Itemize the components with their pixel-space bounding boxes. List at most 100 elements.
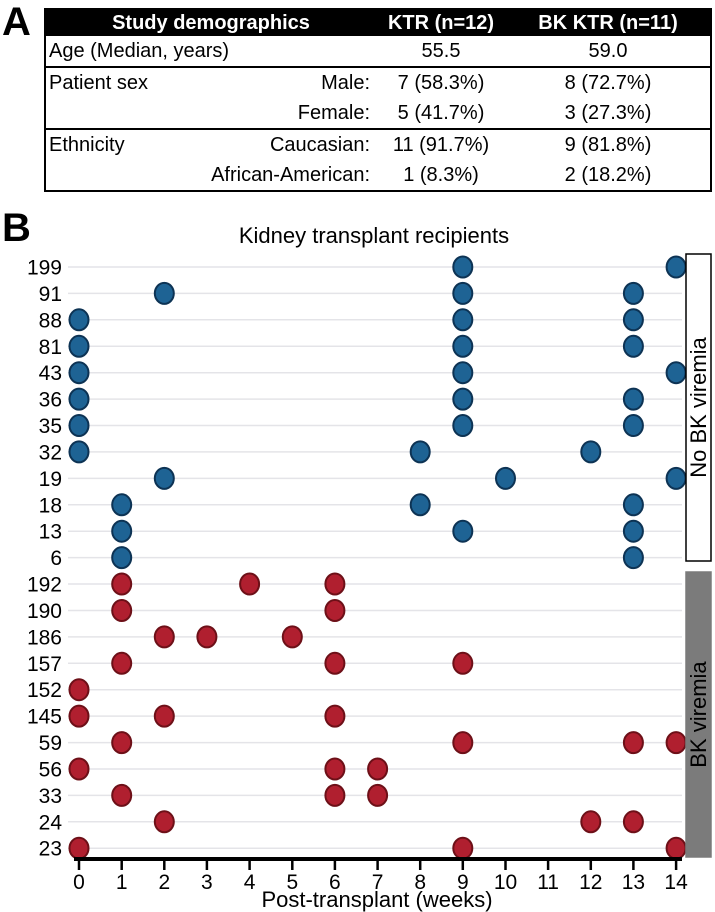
- col-header-ktr: KTR (n=12): [387, 11, 495, 34]
- x-axis-tick-label: 3: [201, 871, 213, 894]
- y-axis-label: 192: [27, 574, 62, 597]
- y-axis-label: 32: [39, 441, 62, 464]
- data-point: [324, 704, 346, 728]
- row-label: Patient sex: [49, 71, 148, 94]
- data-point: [665, 466, 687, 490]
- data-point: [622, 414, 644, 437]
- data-point: [622, 810, 644, 834]
- table-row: Ethnicity Caucasian: 11 (91.7%) 9 (81.8%): [46, 128, 710, 160]
- y-axis-label: 152: [27, 679, 62, 702]
- data-point: [495, 466, 516, 490]
- y-axis-label: 186: [27, 626, 62, 649]
- data-point: [452, 836, 474, 860]
- chart-title: Kidney transplant recipients: [239, 223, 509, 248]
- data-point: [68, 414, 90, 437]
- data-point: [68, 308, 90, 332]
- data-point: [153, 625, 175, 649]
- x-axis-tick-label: 7: [372, 871, 384, 894]
- row-sublabel: Male:: [321, 71, 370, 94]
- row-label: Age (Median, years): [49, 39, 230, 62]
- x-axis-tick-label: 0: [73, 871, 85, 894]
- row-sublabel: Female:: [297, 101, 370, 124]
- y-axis-label: 19: [39, 468, 62, 491]
- x-axis-tick-label: 12: [579, 871, 602, 894]
- data-point: [68, 334, 90, 358]
- ktr-value: 11 (91.7%): [392, 133, 490, 156]
- data-point: [111, 519, 133, 543]
- data-point: [111, 731, 133, 755]
- data-point: [580, 440, 602, 464]
- y-axis-label: 56: [39, 759, 62, 782]
- data-point: [68, 387, 90, 411]
- data-point: [409, 440, 431, 464]
- data-point: [622, 387, 644, 411]
- bk-ktr-value: 8 (72.7%): [564, 71, 652, 94]
- table-row: Patient sex Male: 7 (58.3%) 8 (72.7%): [46, 66, 710, 98]
- x-axis-tick-label: 5: [286, 871, 298, 894]
- data-point: [111, 546, 133, 570]
- data-point: [622, 308, 644, 332]
- bk-ktr-value: 59.0: [588, 39, 628, 62]
- panel-a-label: A: [2, 0, 31, 44]
- data-point: [665, 255, 687, 279]
- data-point: [68, 440, 90, 464]
- y-axis-label: 23: [39, 838, 62, 861]
- table-row: African-American: 1 (8.3%) 2 (18.2%): [46, 160, 710, 190]
- data-point: [324, 757, 346, 781]
- data-point: [153, 466, 175, 490]
- x-axis-tick-label: 8: [414, 871, 426, 894]
- ktr-value: 7 (58.3%): [397, 71, 485, 94]
- data-point: [324, 783, 346, 807]
- x-axis-tick-label: 14: [664, 871, 688, 894]
- panel-b-label: B: [2, 206, 31, 250]
- x-axis-tick-label: 1: [116, 871, 128, 894]
- x-axis-title: Post-transplant (weeks): [261, 887, 492, 912]
- col-header-bk-ktr: BK KTR (n=11): [538, 11, 678, 34]
- data-point: [452, 387, 474, 411]
- data-point: [111, 599, 133, 622]
- x-axis-tick-label: 13: [622, 871, 645, 894]
- data-point: [68, 678, 90, 702]
- data-point: [452, 255, 474, 279]
- x-axis-tick-label: 6: [329, 871, 341, 894]
- data-point: [452, 308, 474, 332]
- x-axis-tick-label: 9: [457, 871, 469, 894]
- data-point: [622, 731, 644, 755]
- ktr-value: 5 (41.7%): [397, 101, 485, 124]
- ktr-value: 55.5: [421, 39, 461, 62]
- x-axis-tick-label: 10: [494, 871, 517, 894]
- demographics-table: Study demographics KTR (n=12) BK KTR (n=11…: [44, 8, 712, 192]
- y-axis-label: 190: [27, 600, 62, 623]
- x-axis-tick-label: 11: [537, 871, 559, 894]
- data-point: [452, 731, 474, 755]
- y-axis-label: 13: [39, 521, 62, 544]
- y-axis-label: 91: [39, 283, 62, 306]
- data-point: [622, 519, 644, 543]
- data-point: [153, 810, 175, 834]
- data-point: [68, 757, 90, 781]
- data-point: [367, 757, 389, 781]
- y-axis-label: 199: [27, 257, 62, 280]
- y-axis-label: 43: [39, 362, 62, 385]
- data-point: [622, 334, 644, 358]
- row-sublabel: Caucasian:: [269, 133, 370, 156]
- row-label: Ethnicity: [49, 133, 125, 156]
- data-point: [367, 783, 389, 807]
- data-point: [324, 572, 346, 596]
- data-point: [239, 572, 261, 596]
- y-axis-label: 36: [39, 389, 62, 412]
- bk-ktr-value: 2 (18.2%): [564, 163, 652, 186]
- scatter-plot: Kidney transplant recipients199918881433…: [27, 223, 712, 912]
- data-point: [111, 572, 133, 596]
- data-point: [452, 651, 474, 675]
- data-point: [324, 599, 346, 622]
- y-axis-label: 24: [39, 811, 63, 834]
- data-point: [153, 281, 175, 305]
- data-point: [68, 836, 90, 860]
- bk-ktr-value: 9 (81.8%): [564, 133, 652, 156]
- data-point: [324, 651, 346, 675]
- table-header-row: Study demographics KTR (n=12) BK KTR (n=11…: [46, 10, 710, 36]
- x-axis-tick-label: 2: [158, 871, 170, 894]
- y-axis-label: 18: [39, 494, 62, 517]
